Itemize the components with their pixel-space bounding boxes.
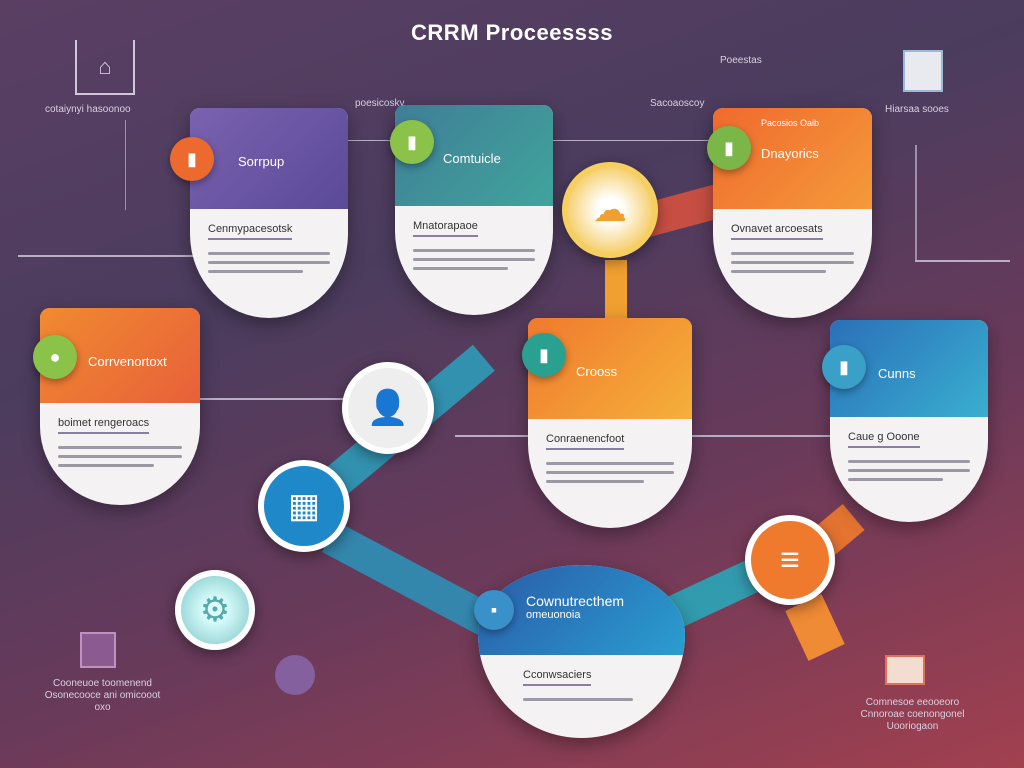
label: Poeestas — [720, 55, 762, 66]
person-icon[interactable]: 👤 — [342, 362, 434, 454]
document-icon — [885, 655, 925, 685]
text-line — [731, 260, 854, 264]
chat-icon: ▮ — [822, 345, 866, 389]
text-line — [731, 251, 854, 255]
card-subtitle: Caue g Ooone — [848, 431, 920, 448]
text-line — [208, 269, 303, 273]
label-line: Cnnoroae coenongonel — [860, 709, 965, 720]
card-subtitle: Cconwsaciers — [523, 669, 592, 686]
card-header: Sorrpup — [190, 108, 348, 209]
label-line: Comnesoe eeooeoro — [865, 697, 960, 708]
text-line — [58, 445, 182, 449]
text-line — [58, 454, 182, 458]
label-line: Osonecooce ani omicooot — [44, 690, 161, 701]
label-line: Uooriogaon — [886, 721, 939, 732]
text-line — [58, 463, 154, 467]
text-line — [413, 257, 535, 261]
card-subtitle: Conraenencfoot — [546, 433, 625, 450]
text-line — [731, 269, 827, 273]
user-icon: ● — [33, 335, 77, 379]
text-line — [848, 459, 970, 463]
text-line — [523, 697, 633, 701]
monitor-icon — [903, 50, 943, 92]
text-line — [413, 266, 508, 270]
flow-ribbon — [605, 260, 627, 320]
label: Comnesoe eeooeoro Cnnoroae coenongonel U… — [850, 697, 975, 733]
cloud-icon[interactable]: ☁ — [562, 162, 658, 258]
card-header: Crooss — [528, 318, 692, 419]
text-line — [413, 248, 535, 252]
card-header-text: Cownutrecthem — [526, 593, 625, 609]
calendar-icon[interactable]: ▦ — [258, 460, 350, 552]
decorative-orb — [275, 655, 315, 695]
connector-line — [915, 260, 1010, 262]
chat-icon: ▮ — [522, 333, 566, 377]
chat-icon: ▮ — [707, 126, 751, 170]
text-line — [848, 468, 970, 472]
text-line — [546, 470, 674, 474]
connector-line — [200, 398, 350, 400]
document-icon — [80, 632, 116, 668]
text-line — [208, 260, 330, 264]
card-subtitle: Cenmypacesotsk — [208, 223, 293, 240]
text-line — [848, 477, 943, 481]
text-line — [208, 251, 330, 255]
label: Hiarsaa sooes — [885, 104, 949, 115]
connector-line — [18, 255, 198, 257]
text-line — [546, 461, 674, 465]
card-subtitle: Ovnavet arcoesats — [731, 223, 823, 240]
card-header-small: omeuonoia — [526, 609, 581, 621]
chat-icon: ▮ — [170, 137, 214, 181]
label: Sacoaoscoy — [650, 98, 705, 109]
gear-icon[interactable]: ⚙ — [175, 570, 255, 650]
card-subtitle: Mnatorapaoe — [413, 220, 478, 237]
page-title: CRRM Proceessss — [411, 20, 613, 45]
connector-line — [125, 120, 126, 210]
document-icon: ▪ — [474, 590, 514, 630]
label: poesicosky — [355, 98, 405, 109]
label-line: Cooneuoe toomenend — [53, 678, 152, 689]
house-icon: ⌂ — [75, 40, 135, 95]
process-card[interactable]: Sorrpup Cenmypacesotsk — [190, 108, 348, 318]
card-subtitle: boimet rengeroacs — [58, 417, 150, 434]
connector-line — [915, 145, 917, 260]
connector-line — [340, 140, 790, 141]
text-line — [546, 479, 645, 483]
card-header-text: Dnayorics — [761, 146, 819, 161]
label: cotaiynyi hasoonoo — [45, 104, 131, 115]
card-header-small: Pacosios Oaib — [761, 118, 820, 128]
label: Cooneuoe toomenend Osonecooce ani omicoo… — [40, 678, 165, 714]
chat-icon: ▮ — [390, 120, 434, 164]
document-icon[interactable]: ≡ — [745, 515, 835, 605]
label-line: oxo — [94, 702, 111, 713]
process-card[interactable]: Cownutrecthem omeuonoia Cconwsaciers — [478, 565, 685, 738]
